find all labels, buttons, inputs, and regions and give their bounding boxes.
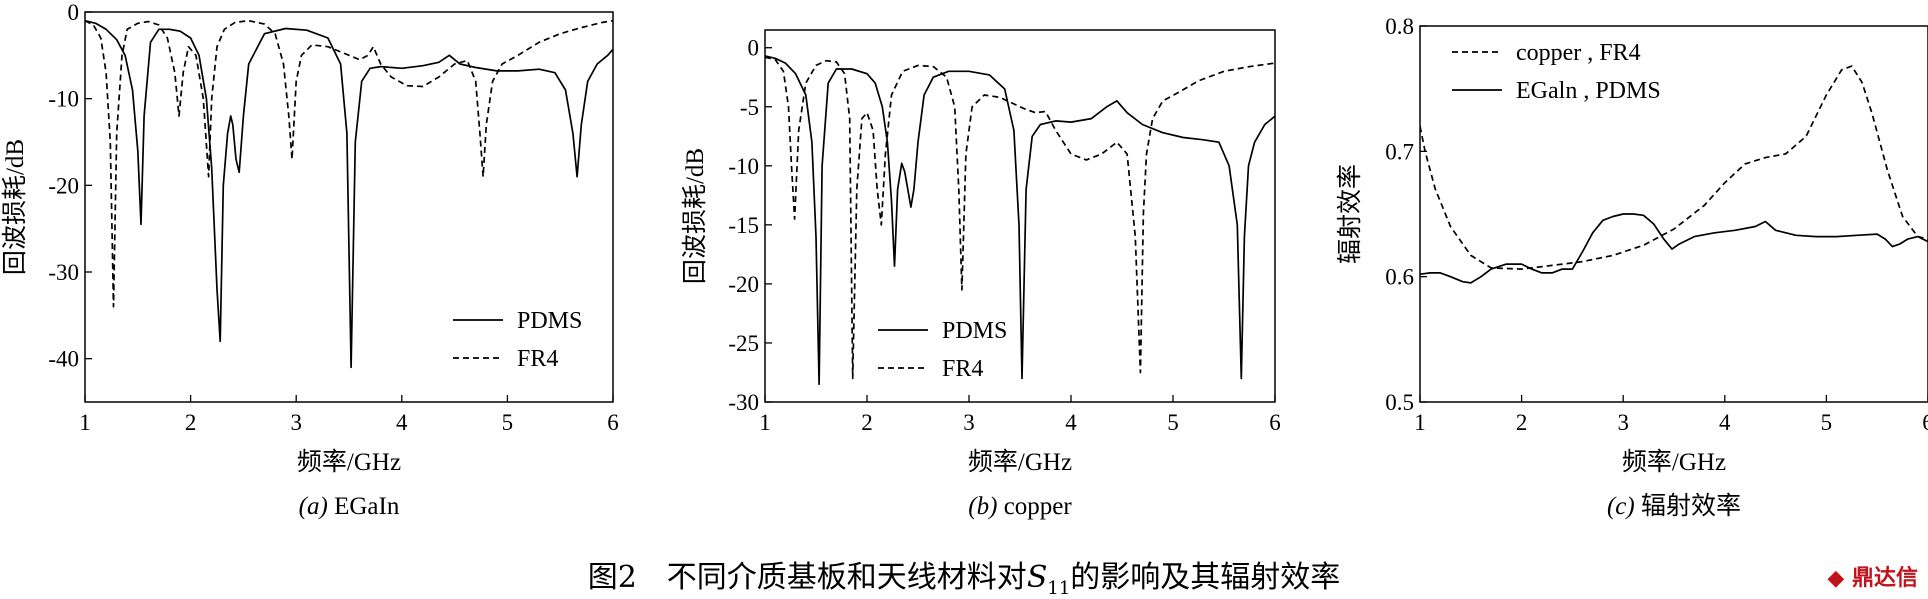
panel-2-yaxis-title: 回波损耗/dB — [681, 148, 709, 284]
panel-1-legend-label: FR4 — [517, 346, 558, 372]
panel-3-ytick-label: 0.8 — [1385, 14, 1414, 39]
panel-2-series-dashed-line — [765, 56, 1275, 380]
panel-1-subtitle-letter: (a) — [299, 493, 328, 520]
panel-1-xtick-label: 2 — [185, 410, 197, 435]
panel-2-ytick-label: -10 — [728, 154, 759, 179]
panel-3-xtick-label: 5 — [1821, 410, 1833, 435]
panel-3-legend-label: copper , FR4 — [1516, 40, 1641, 66]
panel-3-xtick-label: 2 — [1516, 410, 1528, 435]
panel-1-ytick-label: -40 — [48, 347, 79, 372]
panel-1-xaxis-title: 频率/GHz — [297, 448, 401, 476]
panel-2-xtick-label: 6 — [1269, 410, 1281, 435]
panel-1-xtick-label: 3 — [290, 410, 302, 435]
caption-s-subscript: 11 — [1047, 578, 1071, 599]
panel-2-ytick-label: -15 — [728, 213, 759, 238]
panel-3-xtick-label: 6 — [1922, 410, 1928, 435]
caption-prefix: 图2 不同介质基板和天线材料对 — [587, 560, 1027, 595]
panel-2-ytick-label: -25 — [728, 331, 759, 356]
panel-2-series-solid-line — [765, 55, 1275, 386]
panel-3-subtitle-letter: (c) — [1607, 493, 1635, 520]
panel-1-ytick-label: -20 — [48, 173, 79, 198]
panel-1-xtick-label: 6 — [607, 410, 619, 435]
panel-1-plot-frame — [84, 11, 614, 403]
panel-2-ytick-label: 0 — [748, 36, 760, 61]
panel-1-ytick-label: 0 — [68, 0, 80, 25]
figure-caption: 图2 不同介质基板和天线材料对S11的影响及其辐射效率 — [0, 552, 1928, 599]
panel-1-yaxis-title: 回波损耗/dB — [1, 139, 29, 275]
panel-2-xtick-label: 2 — [861, 410, 873, 435]
watermark-text: 鼎达信 — [1851, 566, 1918, 591]
panel-2-legend-label: PDMS — [942, 318, 1007, 344]
panel-1-xtick-label: 1 — [79, 410, 91, 435]
panel-2-ytick-label: -5 — [740, 95, 759, 120]
panel-3-legend-label: EGaln , PDMS — [1516, 78, 1661, 104]
chart-canvas: 1 2 3 4 5 6 0 -10 -20 -30 -40 频率/GHz 回波损耗/dB (a) EGaI… — [1, 0, 1928, 520]
panel-3-xtick-label: 1 — [1414, 410, 1426, 435]
panel-3-series-dashed-line — [1420, 65, 1928, 270]
panel-3-subtitle-text: 辐射效率 — [1635, 492, 1741, 520]
panel-1-ytick-label: -10 — [48, 87, 79, 112]
panel-2-xtick-label: 3 — [963, 410, 975, 435]
panel-2-legend-label: FR4 — [942, 356, 983, 382]
caption-suffix: 的影响及其辐射效率 — [1070, 560, 1341, 595]
panel-2-xtick-label: 4 — [1065, 410, 1077, 435]
caption-s-letter: S — [1026, 560, 1048, 595]
panel-3-plot-frame — [1419, 25, 1928, 403]
panel-1-xtick-label: 5 — [502, 410, 514, 435]
panel-1-series-solid-line — [85, 19, 613, 369]
panel-1-legend-label: PDMS — [517, 308, 582, 334]
panel-1-ytick-label: -30 — [48, 260, 79, 285]
panel-3-ytick-label: 0.6 — [1385, 265, 1414, 290]
panel-3-xtick-label: 3 — [1617, 410, 1629, 435]
watermark-icon: ◆ — [1827, 566, 1845, 591]
panel-3-xtick-label: 4 — [1719, 410, 1731, 435]
panel-3-subtitle: (c) 辐射效率 — [1607, 492, 1741, 520]
panel-2-xaxis-title: 频率/GHz — [968, 448, 1072, 476]
panel-3-xaxis-title: 频率/GHz — [1622, 448, 1726, 476]
panel-1-series-dashed-line — [85, 19, 613, 308]
panel-2-ytick-label: -20 — [728, 272, 759, 297]
panel-2-subtitle-text: copper — [997, 493, 1072, 520]
panel-3-series-solid-line — [1420, 213, 1928, 284]
panel-3-ytick-label: 0.5 — [1385, 390, 1414, 415]
panel-2-xtick-label: 5 — [1167, 410, 1179, 435]
panel-2-subtitle: (b) copper — [968, 493, 1072, 520]
panel-2-xtick-label: 1 — [759, 410, 771, 435]
panel-3-ytick-label: 0.7 — [1385, 139, 1414, 164]
panel-1-subtitle-text: EGaIn — [328, 493, 400, 520]
panel-1-xtick-label: 4 — [396, 410, 408, 435]
panel-1-subtitle: (a) EGaIn — [299, 493, 400, 520]
panel-3-yaxis-title: 辐射效率 — [1336, 164, 1364, 264]
panel-2-ytick-label: -30 — [728, 390, 759, 415]
panel-2-subtitle-letter: (b) — [968, 493, 997, 520]
panel-2-plot-frame — [764, 29, 1276, 403]
watermark-logo: ◆ 鼎达信 — [1827, 560, 1918, 592]
